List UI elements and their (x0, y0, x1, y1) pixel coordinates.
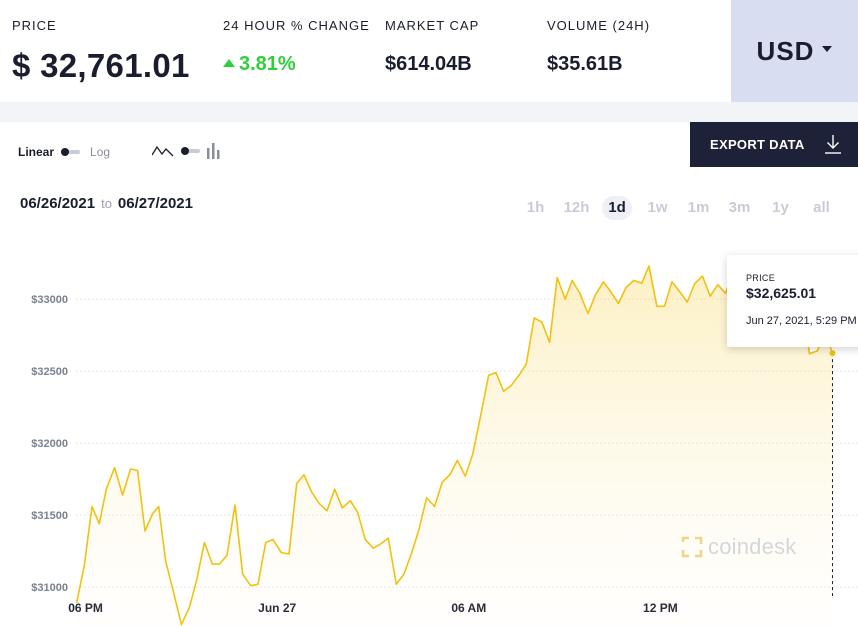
timeframe-3m[interactable]: 3m (728, 199, 751, 216)
hover-point (829, 350, 836, 357)
tooltip-label: PRICE (746, 273, 776, 283)
stat-volume: VOLUME (24H) $35.61B (547, 18, 650, 76)
stat-price-value: $ 32,761.01 (12, 47, 190, 84)
scale-switch-knob (61, 148, 70, 156)
stats-bar: PRICE $ 32,761.01 24 HOUR % CHANGE 3.81%… (0, 0, 858, 102)
export-data-label: EXPORT DATA (710, 137, 805, 152)
export-data-button[interactable]: EXPORT DATA (690, 122, 858, 167)
timeframe-12h[interactable]: 12h (563, 199, 590, 216)
timeframe-1y[interactable]: 1y (772, 199, 789, 216)
chart-type-switch[interactable] (181, 147, 200, 155)
stat-market-cap-label: MARKET CAP (385, 18, 480, 33)
stat-volume-value: $35.61B (547, 53, 623, 75)
scale-toggle[interactable]: Linear Log (18, 145, 110, 159)
chart-type-switch-knob (181, 147, 189, 155)
tooltip-value: $32,625.01 (746, 285, 817, 301)
scale-log-label[interactable]: Log (90, 145, 111, 159)
currency-label: USD (756, 35, 815, 66)
chart-type-toggle[interactable] (152, 143, 221, 159)
date-from[interactable]: 06/26/2021 (20, 195, 96, 212)
stat-volume-label: VOLUME (24H) (547, 18, 651, 33)
download-icon (825, 135, 841, 154)
stat-price: PRICE $ 32,761.01 (12, 18, 190, 85)
scale-linear-label[interactable]: Linear (18, 145, 55, 159)
price-area (76, 266, 833, 626)
price-chart[interactable]: $31000$31500$32000$32500$33000 06 PMJun … (0, 230, 858, 626)
bar-chart-icon[interactable] (207, 143, 221, 159)
timeframe-1w[interactable]: 1w (647, 199, 668, 216)
chevron-down-icon (822, 46, 833, 52)
divider-band (0, 102, 858, 122)
stat-change-label: 24 HOUR % CHANGE (223, 18, 370, 33)
stat-market-cap-value: $614.04B (385, 53, 472, 75)
scale-switch[interactable] (61, 148, 81, 156)
y-tick-label: $33000 (31, 294, 68, 306)
timeframe-all[interactable]: all (813, 199, 830, 216)
timeframe-1h[interactable]: 1h (526, 199, 545, 216)
tooltip-time: Jun 27, 2021, 5:29 PM (746, 315, 857, 327)
stat-market-cap: MARKET CAP $614.04B (385, 18, 479, 76)
date-range[interactable]: 06/26/2021 to 06/27/2021 (20, 195, 193, 212)
stat-change-value-wrap: 3.81% (223, 53, 370, 76)
price-line (75, 265, 834, 626)
price-tooltip: PRICE $32,625.01 Jun 27, 2021, 5:29 PM (727, 255, 858, 347)
y-tick-label: $31000 (31, 582, 68, 594)
stat-price-label: PRICE (12, 18, 57, 33)
up-arrow-icon (223, 58, 235, 67)
timeframe-1m[interactable]: 1m (687, 199, 710, 216)
y-axis-labels: $31000 $31500 $32000 $32500 $33000 (31, 294, 68, 594)
watermark-text: coindesk (708, 534, 797, 559)
date-to[interactable]: 06/27/2021 (117, 195, 193, 212)
y-tick-label: $31500 (31, 510, 68, 522)
coindesk-watermark: coindesk (680, 534, 796, 560)
timeframe-1d[interactable]: 1d (602, 196, 632, 220)
date-to-word: to (101, 196, 112, 211)
stat-change: 24 HOUR % CHANGE 3.81% (223, 18, 370, 76)
currency-dropdown[interactable]: USD (731, 0, 858, 102)
y-tick-label: $32500 (31, 366, 68, 378)
line-chart-icon[interactable] (152, 144, 174, 158)
coindesk-logo-icon (681, 536, 703, 558)
stat-change-value: 3.81% (239, 53, 296, 75)
y-tick-label: $32000 (31, 438, 68, 450)
timeframe-selector: 1h 12h 1d 1w 1m 3m 1y all (515, 196, 842, 220)
